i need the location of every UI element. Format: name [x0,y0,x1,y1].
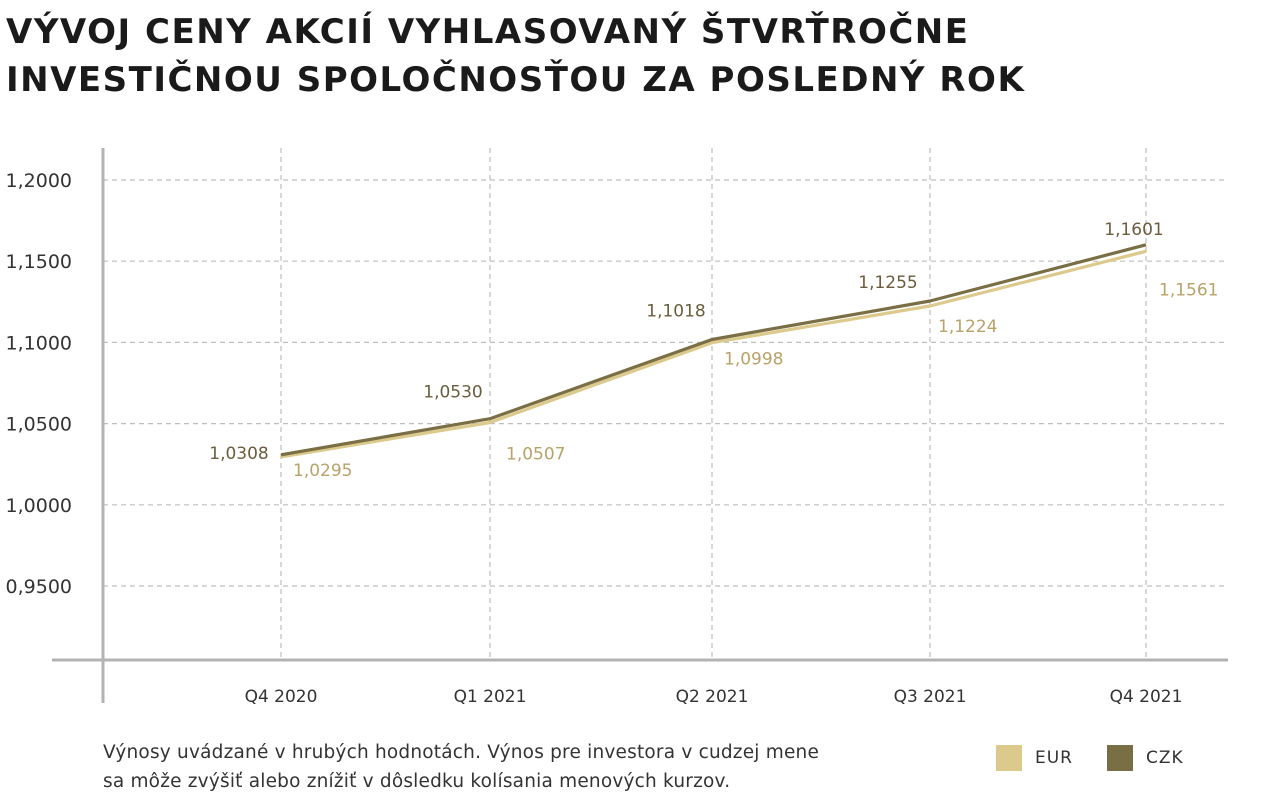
series-lines [280,243,1147,459]
x-axis-tick-labels: Q4 2020 Q1 2021 Q2 2021 Q3 2021 Q4 2021 [245,687,1183,707]
y-tick-label: 1,2000 [6,170,72,192]
series-line-czk [280,243,1147,457]
data-label-czk: 1,1255 [858,273,917,293]
footnote: Výnosy uvádzané v hrubých hodnotách. Výn… [103,738,923,796]
grid-lines [103,148,1228,660]
chart-title: VÝVOJ CENY AKCIÍ VYHLASOVANÝ ŠTVRŤROČNE … [6,8,1256,104]
x-tick-label: Q2 2021 [676,687,749,707]
x-tick-label: Q1 2021 [454,687,527,707]
y-tick-label: 1,0000 [6,495,72,517]
data-label-czk: 1,0308 [209,444,268,464]
x-tick-label: Q4 2020 [245,687,318,707]
y-tick-label: 1,1500 [6,251,72,273]
data-label-eur: 1,0295 [293,461,352,481]
footnote-line-2: sa môže zvýšiť alebo znížiť v dôsledku k… [103,771,731,792]
legend-swatch-czk [1107,745,1133,771]
data-label-czk: 1,0530 [423,383,482,403]
x-tick-label: Q4 2021 [1110,687,1183,707]
legend-label-czk: CZK [1146,748,1184,768]
legend-swatch-eur [996,745,1022,771]
axes [52,148,1228,703]
data-label-czk: 1,1601 [1104,220,1163,240]
data-label-eur: 1,1561 [1159,280,1218,300]
y-tick-label: 0,9500 [6,576,72,598]
data-labels: 1,0308 1,0530 1,1018 1,1255 1,1601 1,0295 1,05… [209,220,1218,481]
legend-item-eur: EUR [996,744,1073,772]
data-label-eur: 1,1224 [938,317,997,337]
y-tick-label: 1,1000 [6,332,72,354]
series-line-eur [280,249,1147,459]
title-line-1: VÝVOJ CENY AKCIÍ VYHLASOVANÝ ŠTVRŤROČNE [6,12,970,52]
footnote-line-1: Výnosy uvádzané v hrubých hodnotách. Výn… [103,742,820,763]
x-tick-label: Q3 2021 [894,687,967,707]
data-label-eur: 1,0998 [724,350,783,370]
legend-label-eur: EUR [1035,748,1073,768]
data-label-eur: 1,0507 [506,444,565,464]
y-axis-tick-labels: 0,9500 1,0000 1,0500 1,1000 1,1500 1,2000 [6,170,72,598]
title-line-2: INVESTIČNOU SPOLOČNOSŤOU ZA POSLEDNÝ ROK [6,60,1026,100]
y-tick-label: 1,0500 [6,414,72,436]
legend-item-czk: CZK [1107,744,1184,772]
data-label-czk: 1,1018 [646,301,705,321]
